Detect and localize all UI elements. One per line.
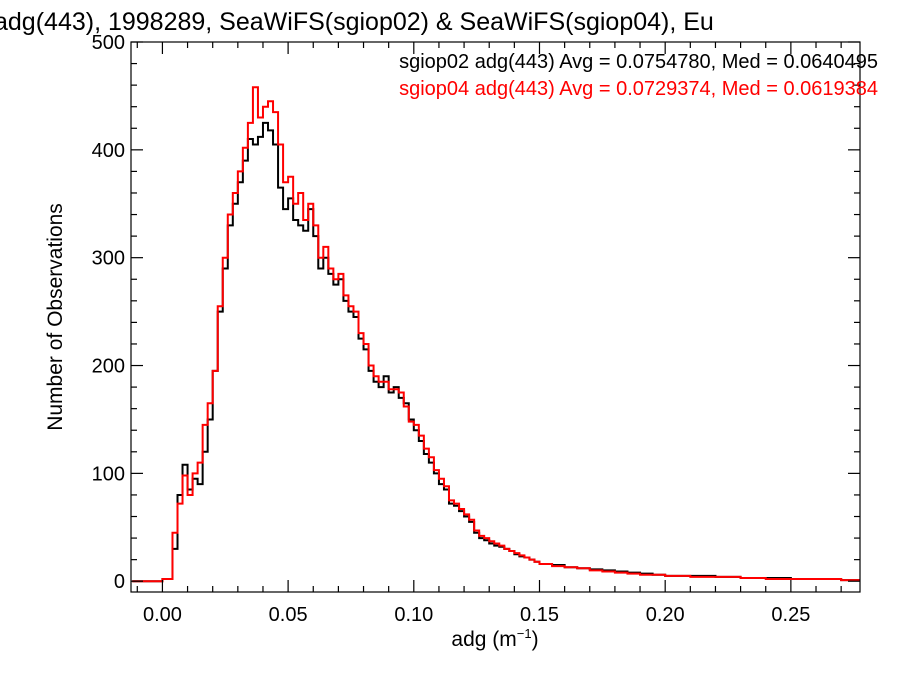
plot-frame — [130, 41, 861, 593]
x-tick-label: 0.05 — [269, 604, 308, 626]
y-tick-label: 0 — [114, 571, 125, 593]
annotation-sgiop02: sgiop02 adg(443) Avg = 0.0754780, Med = … — [399, 51, 878, 73]
y-tick-label: 500 — [92, 32, 125, 54]
x-tick-label: 0.20 — [646, 604, 685, 626]
x-tick-label: 0.15 — [520, 604, 559, 626]
annotation-sgiop04: sgiop04 adg(443) Avg = 0.0729374, Med = … — [399, 78, 878, 100]
series-group — [132, 86, 860, 583]
x-tick-label: 0.10 — [394, 604, 433, 626]
x-tick-label: 0.00 — [143, 604, 182, 626]
chart-title: adg(443), 1998289, SeaWiFS(sgiop02) & Se… — [0, 8, 714, 36]
series-line-sgiop04 — [132, 86, 860, 583]
y-tick-label: 100 — [92, 463, 125, 485]
axis-ticks — [131, 41, 860, 592]
x-axis-label: adg (m−1) — [451, 626, 538, 651]
series-line-sgiop02 — [132, 121, 860, 583]
x-tick-label: 0.25 — [771, 604, 810, 626]
y-axis-label: Number of Observations — [44, 203, 67, 431]
y-tick-label: 200 — [92, 356, 125, 378]
y-tick-label: 300 — [92, 248, 125, 270]
y-tick-labels: 0 100 200 300 400 500 — [92, 32, 125, 593]
x-tick-labels: 0.00 0.05 0.10 0.15 0.20 0.25 — [143, 604, 810, 626]
y-tick-label: 400 — [92, 140, 125, 162]
